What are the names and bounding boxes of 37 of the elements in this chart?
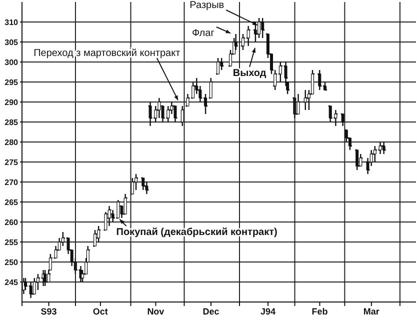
candlestick [373, 145, 376, 163]
x-tick-label: Oct [92, 306, 108, 316]
y-tick-label: 295 [4, 78, 19, 87]
y-tick-label: 245 [4, 278, 19, 287]
candlestick [174, 105, 177, 123]
x-tick-label: Feb [312, 306, 328, 316]
y-tick-label: 305 [4, 38, 19, 47]
y-tick-label: 250 [4, 258, 19, 267]
candlestick [209, 77, 212, 99]
y-tick-label: 275 [4, 158, 19, 167]
candlestick [148, 101, 152, 127]
y-tick-label: 290 [4, 98, 19, 107]
candlestick [359, 153, 362, 167]
annotation: Разрыв [190, 0, 224, 11]
y-tick-label: 300 [4, 58, 19, 67]
candlestick [142, 177, 145, 191]
y-tick-label: 270 [4, 178, 19, 187]
y-tick-label: 260 [4, 218, 19, 227]
candlestick [145, 181, 148, 195]
x-tick-label: J94 [260, 306, 276, 316]
candlestick [304, 89, 307, 111]
candlestick [124, 193, 127, 215]
candlestick [296, 93, 300, 115]
y-tick-label: 310 [4, 18, 19, 27]
y-tick-label: 255 [4, 238, 19, 247]
y-tick-label: 285 [4, 118, 19, 127]
candlestick [32, 277, 36, 295]
x-tick-label: S93 [40, 306, 57, 316]
x-tick-label: Mar [363, 306, 380, 316]
x-tick-label: Dec [202, 306, 220, 316]
candlestick [108, 205, 111, 227]
y-tick-label: 280 [4, 138, 19, 147]
candlestick [158, 97, 161, 119]
annotation: Флаг [192, 28, 215, 39]
candlestick [382, 141, 386, 155]
x-tick-label: Nov [147, 306, 164, 316]
y-tick-label: 265 [4, 198, 19, 207]
